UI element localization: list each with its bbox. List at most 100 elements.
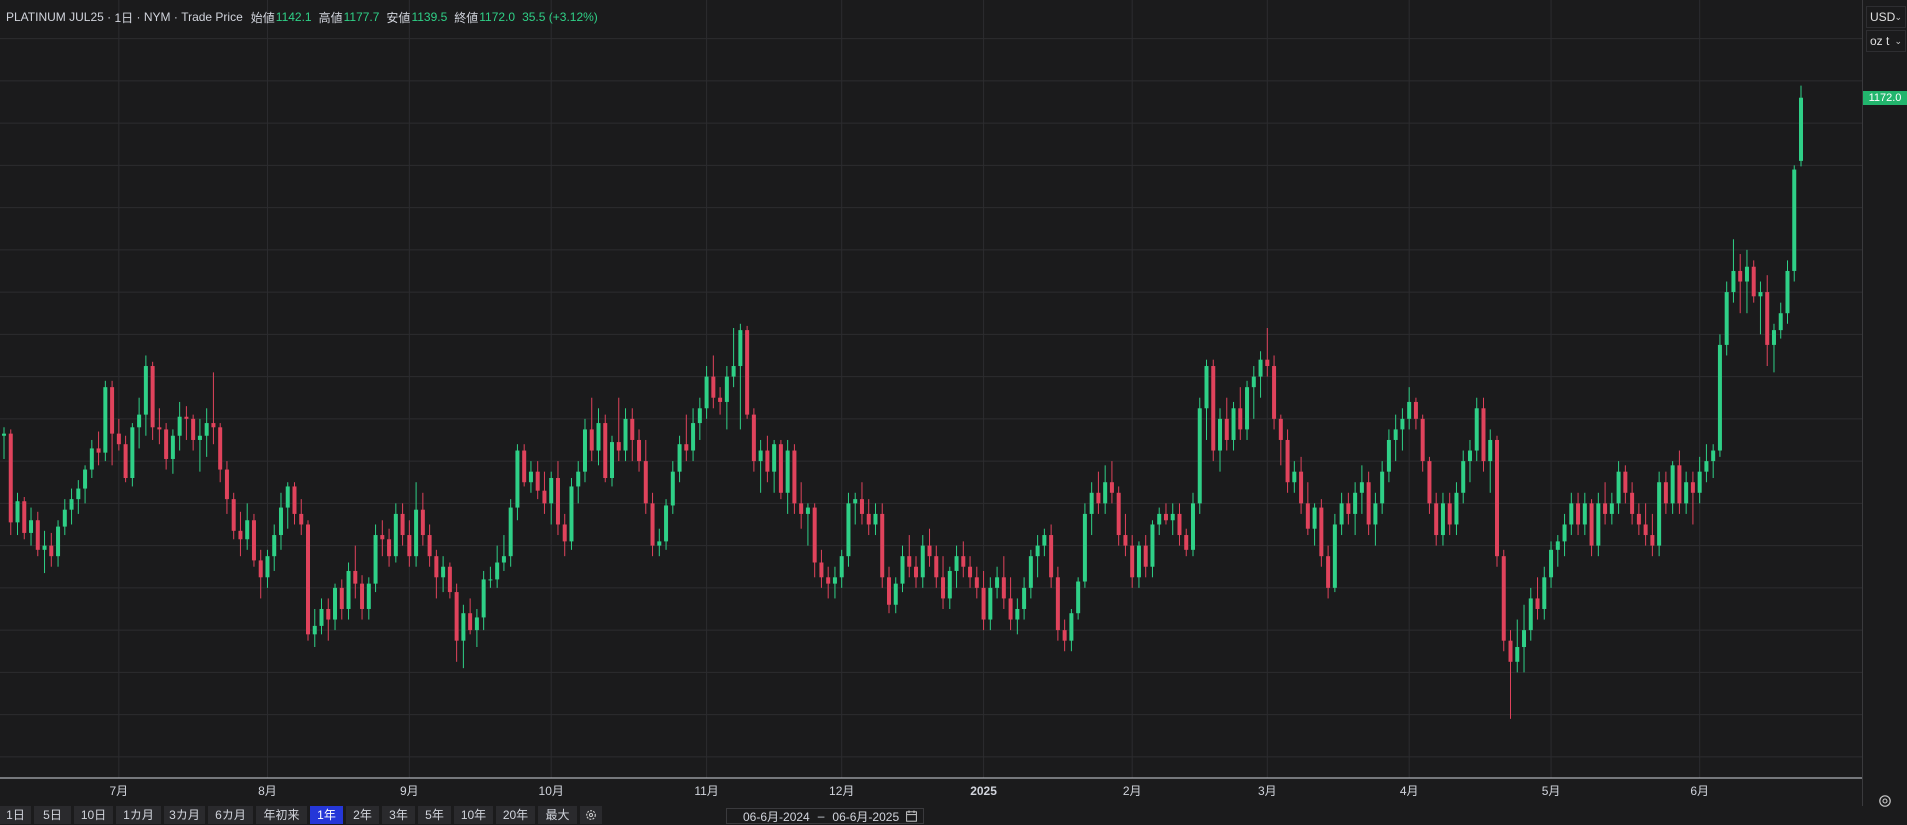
range-button[interactable]: 5日 xyxy=(34,806,72,824)
candle-body xyxy=(1596,503,1601,546)
candle-body xyxy=(954,556,959,571)
candle-body xyxy=(1717,344,1722,451)
candle-body xyxy=(1407,401,1412,419)
candle-body xyxy=(414,509,419,557)
candle-body xyxy=(1042,535,1047,546)
unit-select[interactable]: oz t ⌄ xyxy=(1866,30,1906,52)
candle-body xyxy=(42,545,47,550)
range-button[interactable]: 10日 xyxy=(74,806,114,824)
x-tick-label: 4月 xyxy=(1400,784,1419,798)
candle-body xyxy=(380,535,385,540)
candle-body xyxy=(1467,450,1472,462)
candle-body xyxy=(1454,492,1459,525)
high-value: 1177.7 xyxy=(343,10,380,24)
range-button[interactable]: 6カ月 xyxy=(208,806,254,824)
candle-body xyxy=(542,490,547,504)
candle-body xyxy=(1771,330,1776,345)
candle-body xyxy=(1035,545,1040,557)
chart-settings-icon[interactable] xyxy=(1868,784,1902,818)
range-toolbar: 1日 5日 10日 1カ月 3カ月 6カ月 年初来 1年 2年 3年 5年 10年 20年 最大 xyxy=(0,806,1907,824)
candle-body xyxy=(974,577,979,588)
candle-body xyxy=(62,509,67,527)
candle-body xyxy=(880,513,885,578)
candle-body xyxy=(1630,492,1635,514)
range-button[interactable]: 3年 xyxy=(382,806,416,824)
candle-body xyxy=(258,560,263,578)
date-from: 06-6月-2024 xyxy=(743,809,810,824)
candle-body xyxy=(1481,408,1486,462)
candle-body xyxy=(1238,408,1243,430)
candle-body xyxy=(116,433,121,445)
x-tick-label: 6月 xyxy=(1690,784,1709,798)
candle-body xyxy=(1657,482,1662,546)
candle-body xyxy=(711,376,716,398)
candle-body xyxy=(1690,482,1695,493)
candle-body xyxy=(1136,545,1141,578)
candle-body xyxy=(738,330,743,367)
candle-body xyxy=(218,427,223,470)
candle-body xyxy=(941,577,946,599)
range-button[interactable]: 年初来 xyxy=(256,806,308,824)
candle-body xyxy=(15,501,20,523)
candle-body xyxy=(981,587,986,620)
candle-body xyxy=(1001,577,1006,599)
candle-body xyxy=(596,423,601,451)
candle-body xyxy=(137,414,142,428)
candle-body xyxy=(1494,439,1499,557)
candle-body xyxy=(441,566,446,578)
candle-body xyxy=(947,570,952,599)
x-tick-label: 2月 xyxy=(1123,784,1142,798)
range-button[interactable]: 1カ月 xyxy=(116,806,162,824)
candle-body xyxy=(1704,461,1709,472)
candle-body xyxy=(582,429,587,472)
currency-select[interactable]: USD ⌄ xyxy=(1866,6,1906,28)
range-button[interactable]: 最大 xyxy=(538,806,578,824)
candle-body xyxy=(143,366,148,415)
x-tick-label: 10月 xyxy=(539,784,564,798)
candlestick-chart[interactable]: 860.0880.0900.0920.0940.0960.0980.01000.… xyxy=(0,0,1907,806)
chart-area[interactable]: 860.0880.0900.0920.0940.0960.0980.01000.… xyxy=(0,0,1900,798)
range-button[interactable]: 3カ月 xyxy=(164,806,206,824)
candle-body xyxy=(1211,366,1216,451)
candle-body xyxy=(360,583,365,609)
candle-body xyxy=(1130,545,1135,578)
range-button[interactable]: 20年 xyxy=(496,806,536,824)
range-button[interactable]: 10年 xyxy=(454,806,494,824)
candle-body xyxy=(1380,471,1385,504)
date-range-picker[interactable]: 06-6月-2024 – 06-6月-2025 xyxy=(726,808,924,824)
candle-body xyxy=(420,509,425,536)
candle-body xyxy=(1488,439,1493,462)
candle-body xyxy=(1508,640,1513,662)
candle-body xyxy=(1420,418,1425,462)
candle-body xyxy=(8,433,13,523)
candle-body xyxy=(968,566,973,578)
candle-body xyxy=(1143,545,1148,567)
candle-body xyxy=(555,478,560,525)
candle-body xyxy=(961,556,966,567)
date-separator: – xyxy=(817,809,825,823)
candle-body xyxy=(245,520,250,540)
candle-body xyxy=(1549,549,1554,578)
candle-body xyxy=(1204,366,1209,409)
candle-body xyxy=(664,505,669,542)
candle-body xyxy=(528,471,533,483)
range-button[interactable]: 5年 xyxy=(418,806,452,824)
x-tick-label: 7月 xyxy=(110,784,129,798)
candle-body xyxy=(1616,471,1621,504)
range-button[interactable]: 2年 xyxy=(346,806,380,824)
candle-body xyxy=(1312,507,1317,529)
low-label: 安値 xyxy=(386,10,411,25)
range-button[interactable]: 1年 xyxy=(310,806,344,824)
candle-body xyxy=(184,416,189,419)
settings-gear-icon[interactable] xyxy=(580,806,602,824)
candle-body xyxy=(562,524,567,542)
candle-body xyxy=(1434,503,1439,536)
candle-body xyxy=(799,503,804,514)
candle-body xyxy=(69,499,74,510)
candle-body xyxy=(1082,513,1087,582)
range-button[interactable]: 1日 xyxy=(0,806,32,824)
candle-body xyxy=(819,562,824,578)
price-axis-panel: USD ⌄ oz t ⌄ xyxy=(1862,0,1907,824)
candle-body xyxy=(346,570,351,609)
candle-body xyxy=(1373,503,1378,525)
